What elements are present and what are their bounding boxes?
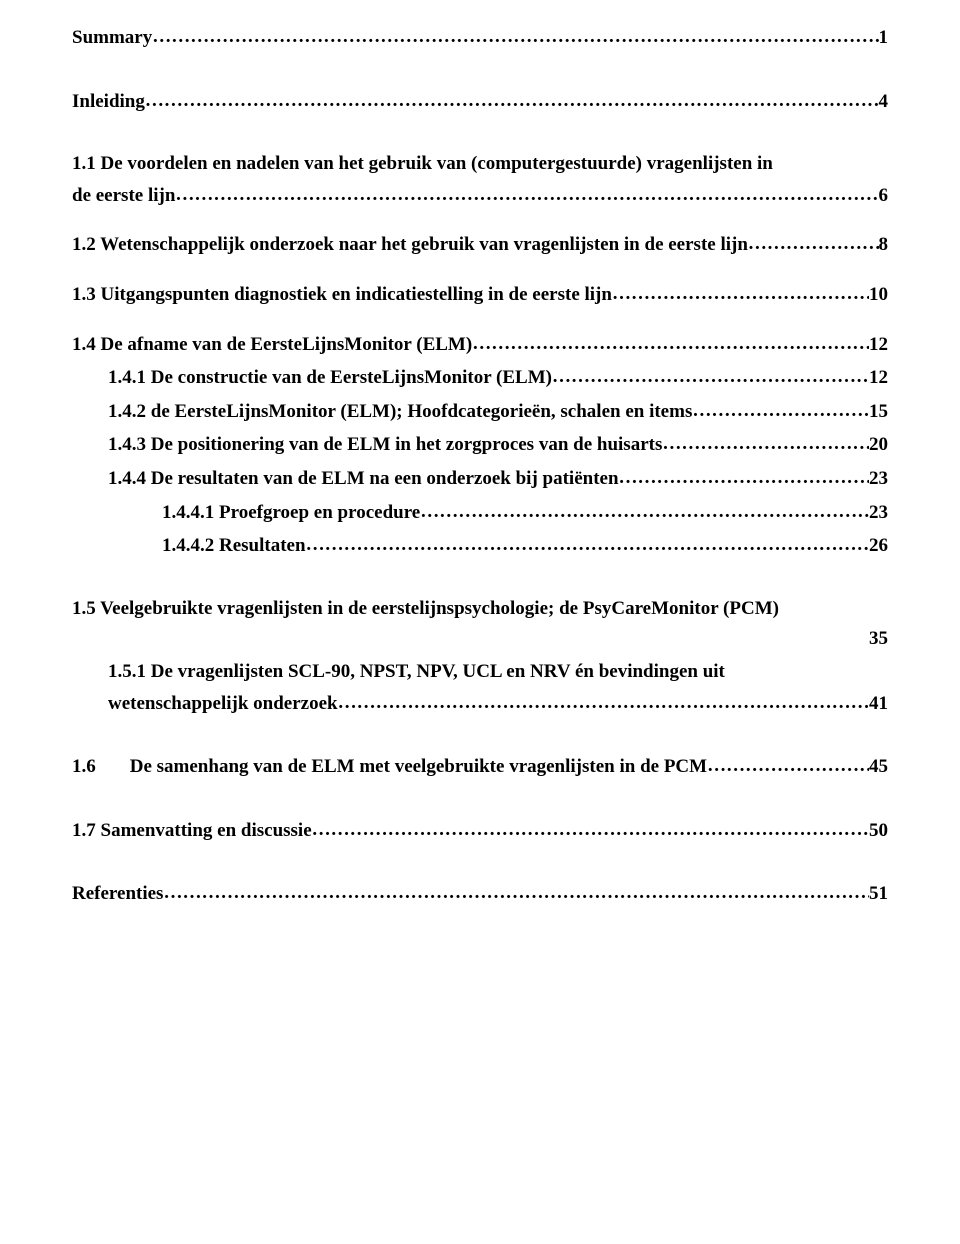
toc-label: 1.4.2 de EersteLijnsMonitor (ELM); Hoofd… bbox=[108, 399, 692, 426]
toc-entry-1-4-2: 1.4.2 de EersteLijnsMonitor (ELM); Hoofd… bbox=[72, 398, 888, 426]
toc-leader-dots bbox=[552, 364, 869, 383]
toc-label: Inleiding bbox=[72, 89, 145, 116]
toc-label: De samenhang van de ELM met veelgebruikt… bbox=[130, 754, 707, 781]
toc-label: 1.2 Wetenschappelijk onderzoek naar het … bbox=[72, 232, 748, 259]
toc-leader-dots bbox=[163, 880, 869, 899]
toc-entry-1-4-3: 1.4.3 De positionering van de ELM in het… bbox=[72, 431, 888, 459]
toc-label: 1.4 De afname van de EersteLijnsMonitor … bbox=[72, 332, 472, 359]
toc-label: Summary bbox=[72, 25, 152, 52]
toc-entry-1-5-1-cont: wetenschappelijk onderzoek 41 bbox=[72, 690, 888, 718]
toc-leader-dots bbox=[152, 24, 878, 43]
toc-leader-dots bbox=[748, 231, 879, 250]
toc-label: Referenties bbox=[72, 881, 163, 908]
toc-leader-dots bbox=[472, 331, 869, 350]
toc-page-number: 41 bbox=[869, 691, 888, 718]
toc-entry-1-4-4-1: 1.4.4.1 Proefgroep en procedure 23 bbox=[72, 499, 888, 527]
toc-leader-dots bbox=[707, 753, 869, 772]
toc-label: 1.4.4.1 Proefgroep en procedure bbox=[162, 500, 420, 527]
toc-label: 1.4.3 De positionering van de ELM in het… bbox=[108, 432, 662, 459]
toc-entry-1-1-cont: de eerste lijn 6 bbox=[72, 182, 888, 210]
toc-section-number: 1.6 bbox=[72, 754, 96, 781]
toc-page-number: 8 bbox=[879, 232, 889, 259]
toc-page-number: 10 bbox=[869, 282, 888, 309]
toc-page-number: 35 bbox=[869, 628, 888, 649]
toc-page-number: 23 bbox=[869, 500, 888, 527]
toc-page: Summary 1 Inleiding 4 1.1 De voordelen e… bbox=[0, 0, 960, 1244]
toc-label: 1.4.4 De resultaten van de ELM na een on… bbox=[108, 466, 619, 493]
toc-page-number: 1 bbox=[879, 25, 889, 52]
toc-label: 1.4.1 De constructie van de EersteLijnsM… bbox=[108, 365, 552, 392]
toc-page-number: 26 bbox=[869, 533, 888, 560]
toc-entry-1-4-1: 1.4.1 De constructie van de EersteLijnsM… bbox=[72, 364, 888, 392]
toc-entry-1-6: 1.6 De samenhang van de ELM met veelgebr… bbox=[72, 753, 888, 781]
toc-label: 1.3 Uitgangspunten diagnostiek en indica… bbox=[72, 282, 612, 309]
toc-leader-dots bbox=[662, 431, 869, 450]
toc-entry-1-4-4: 1.4.4 De resultaten van de ELM na een on… bbox=[72, 465, 888, 493]
toc-page-number: 12 bbox=[869, 332, 888, 359]
toc-label: de eerste lijn bbox=[72, 183, 175, 210]
toc-entry-1-1: 1.1 De voordelen en nadelen van het gebr… bbox=[72, 151, 888, 178]
toc-page-number: 20 bbox=[869, 432, 888, 459]
toc-leader-dots bbox=[306, 532, 869, 551]
toc-leader-dots bbox=[338, 690, 869, 709]
toc-leader-dots bbox=[175, 182, 878, 201]
toc-label: 1.1 De voordelen en nadelen van het gebr… bbox=[72, 153, 773, 174]
toc-leader-dots bbox=[420, 499, 869, 518]
toc-entry-1-7: 1.7 Samenvatting en discussie 50 bbox=[72, 817, 888, 845]
toc-entry-summary: Summary 1 bbox=[72, 24, 888, 52]
toc-page-number: 50 bbox=[869, 818, 888, 845]
toc-label: wetenschappelijk onderzoek bbox=[108, 691, 338, 718]
toc-entry-1-5: 1.5 Veelgebruikte vragenlijsten in de ee… bbox=[72, 596, 888, 623]
toc-entry-1-4: 1.4 De afname van de EersteLijnsMonitor … bbox=[72, 331, 888, 359]
toc-entry-inleiding: Inleiding 4 bbox=[72, 88, 888, 116]
toc-entry-1-5-1: 1.5.1 De vragenlijsten SCL-90, NPST, NPV… bbox=[72, 659, 888, 686]
toc-label: 1.5.1 De vragenlijsten SCL-90, NPST, NPV… bbox=[108, 661, 725, 682]
toc-leader-dots bbox=[312, 817, 869, 836]
toc-label: 1.7 Samenvatting en discussie bbox=[72, 818, 312, 845]
toc-page-number: 15 bbox=[869, 399, 888, 426]
toc-leader-dots bbox=[692, 398, 869, 417]
toc-entry-1-4-4-2: 1.4.4.2 Resultaten 26 bbox=[72, 532, 888, 560]
toc-label: 1.4.4.2 Resultaten bbox=[162, 533, 306, 560]
toc-page-number: 23 bbox=[869, 466, 888, 493]
toc-page-number: 6 bbox=[879, 183, 889, 210]
toc-page-number: 51 bbox=[869, 881, 888, 908]
toc-page-number: 4 bbox=[879, 89, 889, 116]
toc-leader-dots bbox=[612, 281, 869, 300]
toc-leader-dots bbox=[619, 465, 869, 484]
toc-entry-1-2: 1.2 Wetenschappelijk onderzoek naar het … bbox=[72, 231, 888, 259]
toc-entry-references: Referenties 51 bbox=[72, 880, 888, 908]
toc-leader-dots bbox=[145, 88, 879, 107]
toc-entry-1-3: 1.3 Uitgangspunten diagnostiek en indica… bbox=[72, 281, 888, 309]
toc-entry-1-5-page: 35 bbox=[72, 626, 888, 653]
toc-label: 1.5 Veelgebruikte vragenlijsten in de ee… bbox=[72, 598, 779, 619]
toc-page-number: 12 bbox=[869, 365, 888, 392]
toc-page-number: 45 bbox=[869, 754, 888, 781]
